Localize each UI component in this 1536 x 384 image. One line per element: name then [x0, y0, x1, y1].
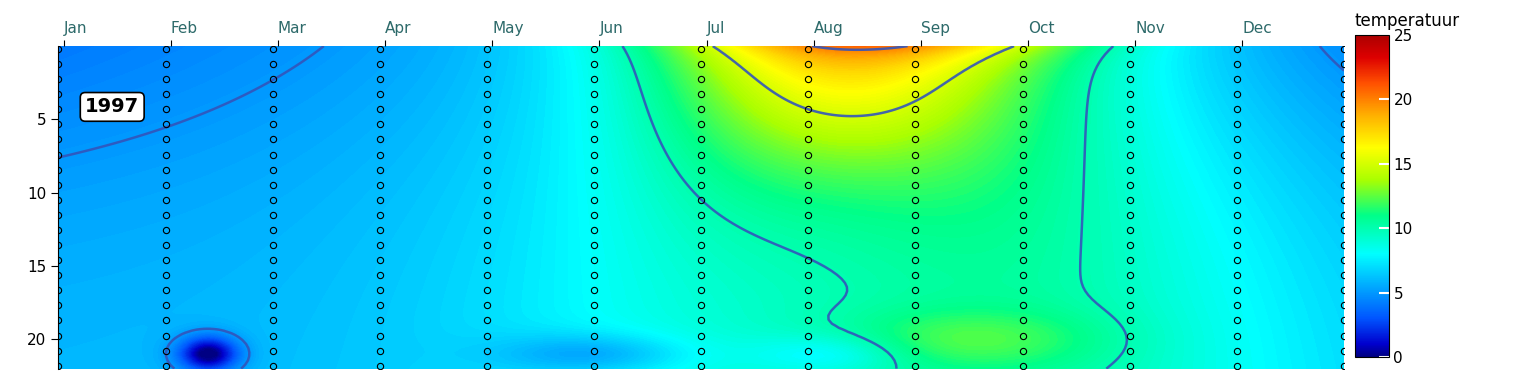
Text: temperatuur: temperatuur	[1355, 12, 1459, 30]
Text: 1997: 1997	[84, 98, 140, 116]
